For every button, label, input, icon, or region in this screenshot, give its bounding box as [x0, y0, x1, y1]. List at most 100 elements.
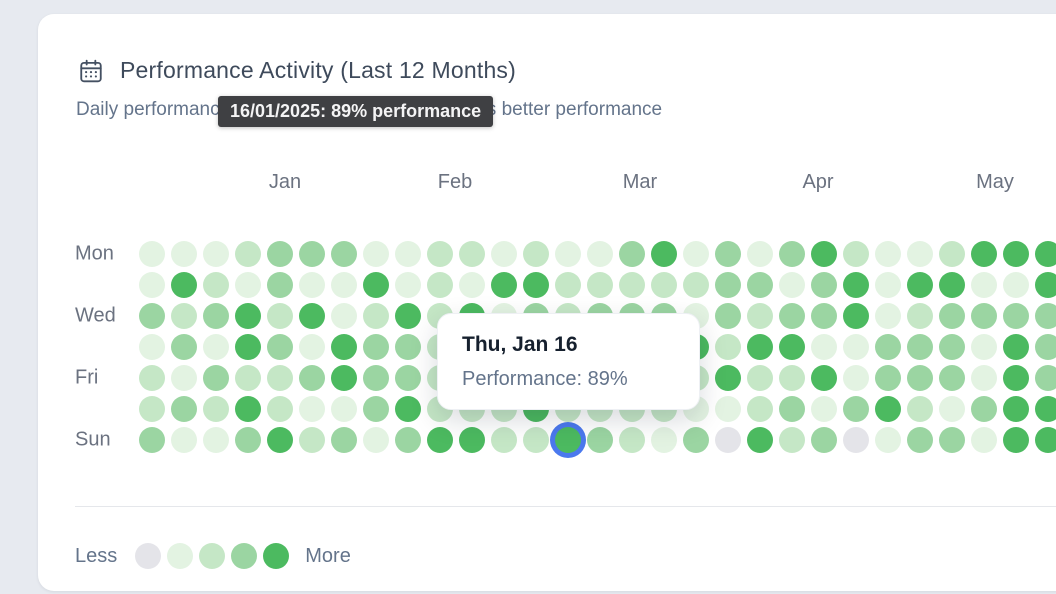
heatmap-cell[interactable]	[715, 334, 741, 360]
heatmap-cell[interactable]	[971, 241, 997, 267]
heatmap-cell-selected[interactable]	[555, 427, 581, 453]
heatmap-cell[interactable]	[459, 241, 485, 267]
heatmap-cell[interactable]	[875, 396, 901, 422]
heatmap-cell[interactable]	[331, 241, 357, 267]
heatmap-cell[interactable]	[651, 241, 677, 267]
heatmap-cell[interactable]	[427, 272, 453, 298]
heatmap-cell[interactable]	[171, 396, 197, 422]
heatmap-cell[interactable]	[523, 241, 549, 267]
heatmap-cell[interactable]	[1035, 427, 1056, 453]
heatmap-cell[interactable]	[843, 427, 869, 453]
heatmap-cell[interactable]	[331, 303, 357, 329]
heatmap-cell[interactable]	[715, 365, 741, 391]
heatmap-cell[interactable]	[715, 272, 741, 298]
heatmap-cell[interactable]	[875, 272, 901, 298]
heatmap-cell[interactable]	[171, 427, 197, 453]
heatmap-cell[interactable]	[395, 334, 421, 360]
heatmap-cell[interactable]	[459, 427, 485, 453]
heatmap-cell[interactable]	[299, 241, 325, 267]
heatmap-cell[interactable]	[747, 396, 773, 422]
heatmap-cell[interactable]	[811, 241, 837, 267]
heatmap-cell[interactable]	[235, 396, 261, 422]
heatmap-cell[interactable]	[651, 272, 677, 298]
heatmap-cell[interactable]	[235, 365, 261, 391]
heatmap-cell[interactable]	[299, 365, 325, 391]
heatmap-cell[interactable]	[779, 365, 805, 391]
heatmap-cell[interactable]	[715, 303, 741, 329]
heatmap-cell[interactable]	[811, 334, 837, 360]
heatmap-cell[interactable]	[843, 303, 869, 329]
heatmap-cell[interactable]	[331, 334, 357, 360]
heatmap-cell[interactable]	[235, 272, 261, 298]
heatmap-cell[interactable]	[811, 272, 837, 298]
heatmap-cell[interactable]	[1003, 427, 1029, 453]
heatmap-cell[interactable]	[747, 272, 773, 298]
heatmap-cell[interactable]	[363, 272, 389, 298]
heatmap-cell[interactable]	[939, 241, 965, 267]
heatmap-cell[interactable]	[619, 272, 645, 298]
heatmap-cell[interactable]	[1003, 396, 1029, 422]
heatmap-cell[interactable]	[171, 365, 197, 391]
heatmap-cell[interactable]	[299, 334, 325, 360]
heatmap-cell[interactable]	[747, 241, 773, 267]
heatmap-cell[interactable]	[971, 334, 997, 360]
heatmap-cell[interactable]	[843, 272, 869, 298]
heatmap-cell[interactable]	[395, 396, 421, 422]
heatmap-cell[interactable]	[139, 365, 165, 391]
heatmap-cell[interactable]	[171, 272, 197, 298]
heatmap-cell[interactable]	[619, 427, 645, 453]
heatmap-cell[interactable]	[971, 396, 997, 422]
heatmap-cell[interactable]	[1035, 334, 1056, 360]
heatmap-cell[interactable]	[939, 303, 965, 329]
heatmap-cell[interactable]	[1035, 272, 1056, 298]
heatmap-cell[interactable]	[715, 427, 741, 453]
heatmap-cell[interactable]	[971, 365, 997, 391]
heatmap-cell[interactable]	[299, 303, 325, 329]
heatmap-cell[interactable]	[139, 427, 165, 453]
heatmap-cell[interactable]	[1035, 303, 1056, 329]
heatmap-cell[interactable]	[395, 241, 421, 267]
heatmap-cell[interactable]	[267, 334, 293, 360]
heatmap-cell[interactable]	[171, 241, 197, 267]
heatmap-cell[interactable]	[811, 365, 837, 391]
heatmap-cell[interactable]	[779, 272, 805, 298]
heatmap-cell[interactable]	[395, 303, 421, 329]
heatmap-cell[interactable]	[203, 272, 229, 298]
heatmap-cell[interactable]	[363, 241, 389, 267]
heatmap-cell[interactable]	[683, 241, 709, 267]
heatmap-cell[interactable]	[267, 427, 293, 453]
heatmap-cell[interactable]	[203, 241, 229, 267]
heatmap-cell[interactable]	[907, 303, 933, 329]
heatmap-cell[interactable]	[971, 303, 997, 329]
heatmap-cell[interactable]	[875, 241, 901, 267]
heatmap-cell[interactable]	[939, 365, 965, 391]
heatmap-cell[interactable]	[843, 334, 869, 360]
heatmap-cell[interactable]	[139, 241, 165, 267]
heatmap-cell[interactable]	[715, 396, 741, 422]
heatmap-cell[interactable]	[619, 241, 645, 267]
heatmap-cell[interactable]	[811, 396, 837, 422]
heatmap-cell[interactable]	[971, 272, 997, 298]
heatmap-cell[interactable]	[491, 427, 517, 453]
heatmap-cell[interactable]	[747, 334, 773, 360]
heatmap-cell[interactable]	[747, 303, 773, 329]
heatmap-cell[interactable]	[939, 334, 965, 360]
heatmap-cell[interactable]	[235, 334, 261, 360]
heatmap-cell[interactable]	[139, 303, 165, 329]
heatmap-cell[interactable]	[395, 272, 421, 298]
heatmap-cell[interactable]	[1035, 241, 1056, 267]
heatmap-cell[interactable]	[555, 241, 581, 267]
heatmap-cell[interactable]	[299, 272, 325, 298]
heatmap-cell[interactable]	[395, 427, 421, 453]
heatmap-cell[interactable]	[331, 272, 357, 298]
heatmap-cell[interactable]	[267, 241, 293, 267]
heatmap-cell[interactable]	[331, 365, 357, 391]
heatmap-cell[interactable]	[1003, 334, 1029, 360]
heatmap-cell[interactable]	[747, 365, 773, 391]
heatmap-cell[interactable]	[587, 272, 613, 298]
heatmap-cell[interactable]	[267, 272, 293, 298]
heatmap-cell[interactable]	[203, 334, 229, 360]
heatmap-cell[interactable]	[1035, 396, 1056, 422]
heatmap-cell[interactable]	[811, 303, 837, 329]
heatmap-cell[interactable]	[587, 241, 613, 267]
